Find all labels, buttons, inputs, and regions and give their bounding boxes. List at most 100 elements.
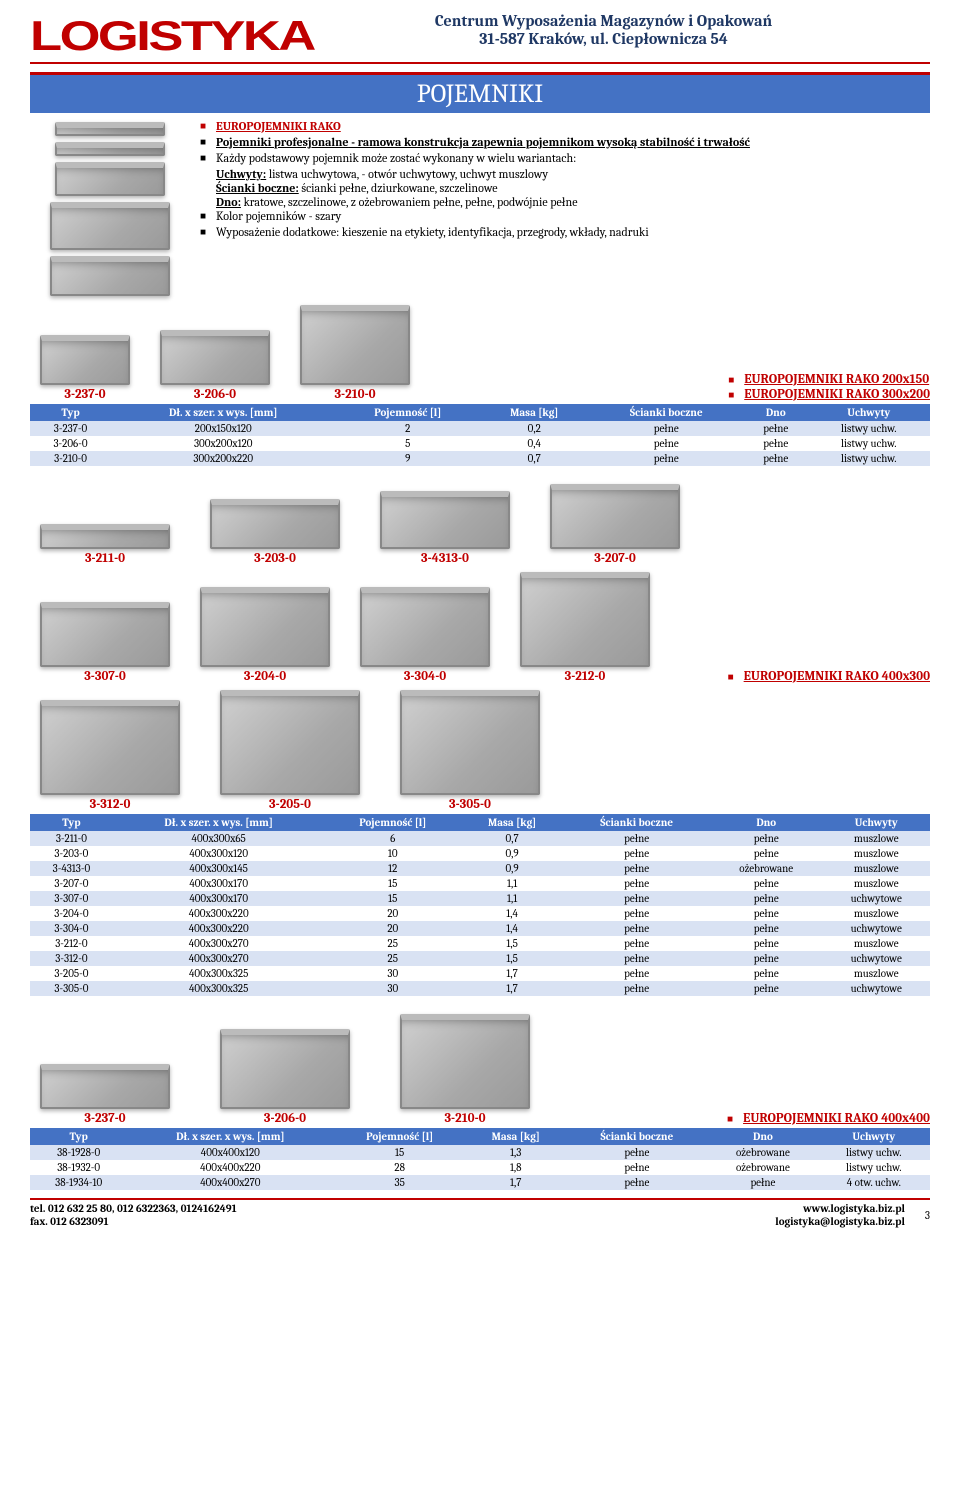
section2-table: TypDł. x szer. x wys. [mm]Pojemność [l]M… [30,814,930,996]
product-code: 3-307-0 [40,669,170,684]
section3-link: EUROPOJEMNIKI RAKO 400x400 [727,1111,930,1126]
table-header: Typ [30,1128,127,1145]
table-header: Typ [30,404,111,421]
table-header: Pojemność [l] [333,1128,466,1145]
footer-web[interactable]: www.logistyka.biz.pl [775,1202,905,1215]
table-row: 3-307-0400x300x170151,1pełnepełneuchwyto… [30,891,930,906]
table-cell: ożebrowane [710,861,822,876]
section3-table: TypDł. x szer. x wys. [mm]Pojemność [l]M… [30,1128,930,1190]
page-header: LOGISTYKA Centrum Wyposażenia Magazynów … [30,12,930,64]
table-cell: uchwytowe [822,891,930,906]
product-thumb: 3-305-0 [400,690,540,812]
table-cell: ożebrowane [708,1145,817,1160]
footer-tel: tel. 012 632 25 80, 012 6322363, 0124162… [30,1202,237,1215]
table-cell: 30 [325,966,461,981]
table-cell: 3-210-0 [30,451,111,466]
table-cell: 3-211-0 [30,831,113,846]
table-header: Uchwyty [818,1128,930,1145]
table-row: 3-205-0400x300x325301,7pełnepełnemuszlow… [30,966,930,981]
table-cell: pełne [710,951,822,966]
table-cell: pełne [710,906,822,921]
catalog-link[interactable]: EUROPOJEMNIKI RAKO 300x200 [728,387,930,402]
table-header: Masa [kg] [480,404,588,421]
table-row: 3-210-0300x200x22090,7pełnepełnelistwy u… [30,451,930,466]
table-cell: pełne [563,906,710,921]
table-header: Masa [kg] [461,814,563,831]
catalog-link[interactable]: EUROPOJEMNIKI RAKO 400x400 [727,1111,930,1126]
product-thumb: 3-212-0 [520,572,650,684]
product-code: 3-206-0 [220,1111,350,1126]
section2-images-row3: 3-312-0 3-205-0 3-305-0 [30,690,930,812]
table-cell: 25 [325,951,461,966]
table-cell: 3-305-0 [30,981,113,996]
table-row: 3-304-0400x300x220201,4pełnepełneuchwyto… [30,921,930,936]
catalog-link[interactable]: EUROPOJEMNIKI RAKO 200x150 [728,372,930,387]
product-code: 3-210-0 [400,1111,530,1126]
table-cell: 400x400x120 [127,1145,333,1160]
table-header: Dł. x szer. x wys. [mm] [111,404,335,421]
table-cell: pełne [588,436,744,451]
table-cell: 400x300x145 [113,861,325,876]
logo: LOGISTYKA [30,12,314,60]
product-thumb: 3-210-0 [300,305,410,402]
product-thumb: 3-205-0 [220,690,360,812]
title-bar: POJEMNIKI [30,72,930,113]
product-code: 3-312-0 [40,797,180,812]
header-line-1: Centrum Wyposażenia Magazynów i Opakowań [277,12,930,30]
table-cell: pełne [710,891,822,906]
table-cell: ożebrowane [708,1160,817,1175]
table-cell: pełne [710,981,822,996]
table-cell: 3-4313-0 [30,861,113,876]
catalog-link[interactable]: EUROPOJEMNIKI RAKO 400x300 [728,669,930,684]
table-cell: 30 [325,981,461,996]
intro-section: EUROPOJEMNIKI RAKO Pojemniki profesjonal… [30,119,930,299]
header-address: Centrum Wyposażenia Magazynów i Opakowań… [277,12,930,48]
product-code: 3-206-0 [160,387,270,402]
table-cell: 1,5 [461,951,563,966]
table-cell: muszlowe [822,831,930,846]
table-cell: 3-307-0 [30,891,113,906]
table-cell: 1,7 [461,966,563,981]
table-header: Dno [710,814,822,831]
table-cell: pełne [565,1175,708,1190]
table-cell: 1,7 [461,981,563,996]
table-cell: 5 [335,436,480,451]
table-cell: pełne [708,1175,817,1190]
table-cell: 6 [325,831,461,846]
table-cell: 28 [333,1160,466,1175]
table-cell: pełne [565,1145,708,1160]
table-cell: pełne [563,876,710,891]
table-cell: pełne [563,921,710,936]
table-cell: 0,9 [461,846,563,861]
table-cell: pełne [744,451,808,466]
table-cell: 38-1934-10 [30,1175,127,1190]
intro-sub: Ścianki boczne: ścianki pełne, dziurkowa… [216,181,930,195]
table-cell: 20 [325,906,461,921]
table-row: 3-312-0400x300x270251,5pełnepełneuchwyto… [30,951,930,966]
table-cell: 12 [325,861,461,876]
product-thumb: 3-304-0 [360,587,490,684]
product-thumb: 3-204-0 [200,587,330,684]
table-cell: pełne [563,846,710,861]
table-cell: 3-237-0 [30,421,111,436]
table-cell: pełne [710,876,822,891]
intro-sub: Dno: kratowe, szczelinowe, z ożebrowanie… [216,195,930,209]
table-header: Pojemność [l] [325,814,461,831]
table-cell: 400x300x120 [113,846,325,861]
table-cell: 400x300x65 [113,831,325,846]
table-cell: 300x200x220 [111,451,335,466]
table-header: Dno [708,1128,817,1145]
table-cell: 38-1928-0 [30,1145,127,1160]
table-cell: 1,7 [466,1175,565,1190]
table-cell: 2 [335,421,480,436]
product-thumb: 3-307-0 [40,602,170,684]
table-cell: 0,2 [480,421,588,436]
table-cell: 1,1 [461,876,563,891]
table-cell: 0,7 [480,451,588,466]
table-cell: 3-304-0 [30,921,113,936]
intro-bullet: Pojemniki profesjonalne - ramowa konstru… [200,135,930,149]
table-cell: muszlowe [822,906,930,921]
table-header: Masa [kg] [466,1128,565,1145]
intro-image [30,119,190,299]
footer-email[interactable]: logistyka@logistyka.biz.pl [775,1215,905,1228]
